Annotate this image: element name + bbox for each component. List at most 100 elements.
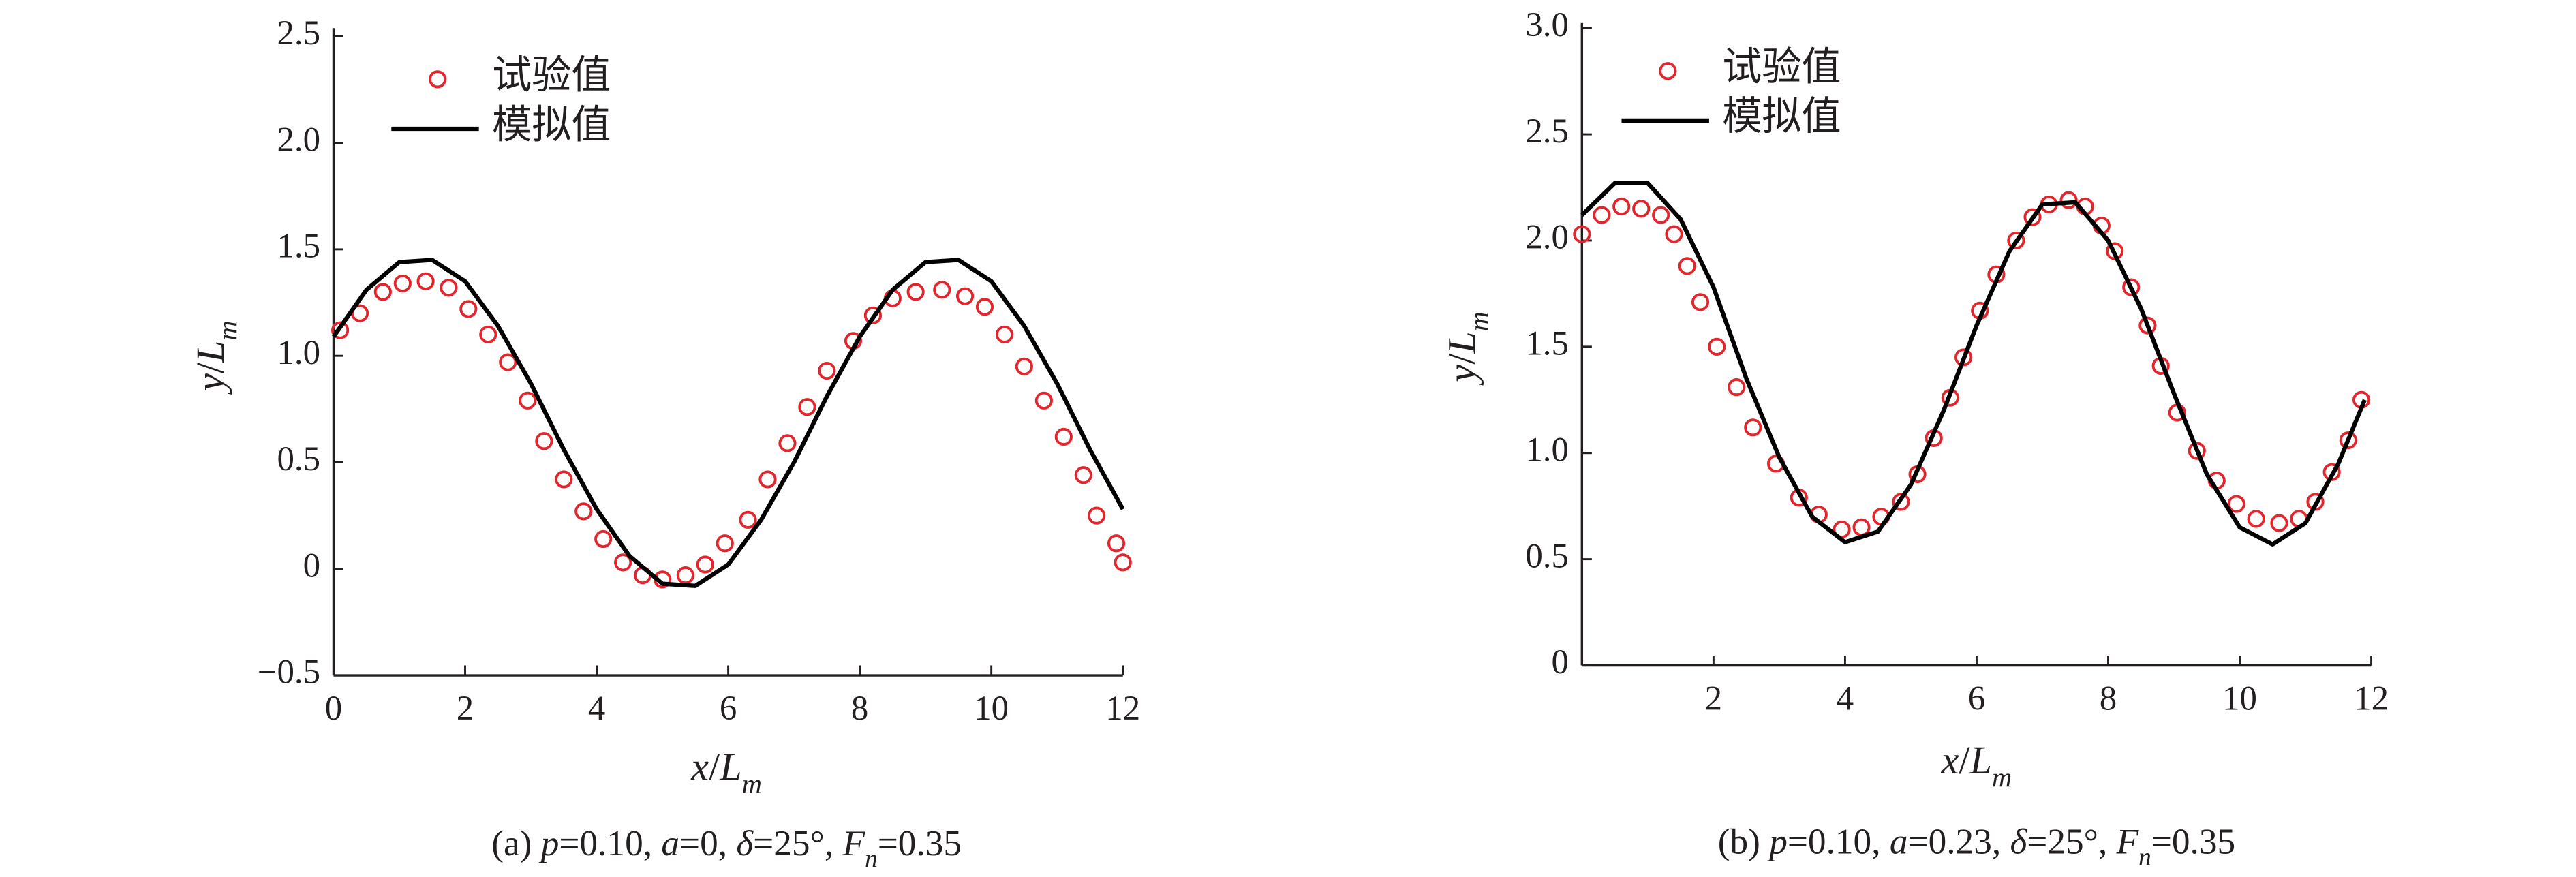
test-point [1054, 427, 1073, 446]
caption-part: n [865, 845, 878, 873]
x-axis-label-part: / [709, 745, 720, 789]
test-point [818, 361, 836, 380]
test-point [1593, 206, 1611, 224]
test-point [1744, 418, 1762, 437]
test-point [1708, 337, 1726, 356]
y-tick-label: 1.0 [1525, 431, 1569, 469]
y-axis-label-part: L [188, 341, 232, 363]
legend-marker [1659, 62, 1677, 80]
x-axis-label-part: m [742, 768, 762, 799]
test-point [2007, 231, 2025, 250]
test-point [555, 470, 573, 489]
test-point [1612, 197, 1631, 216]
test-point [614, 553, 632, 572]
test-point [1852, 518, 1871, 536]
test-point [2227, 495, 2245, 513]
test-point [676, 566, 694, 585]
caption-part: F [2116, 822, 2139, 862]
caption-part: =0, [679, 823, 736, 863]
y-axis-label-part: m [1464, 311, 1494, 331]
y-tick-label: 1.0 [277, 334, 320, 372]
caption-part: δ [736, 823, 754, 863]
caption: (a) p=0.10, a=0, δ=25°, Fn=0.35 [491, 823, 962, 873]
caption-part: p [1766, 822, 1788, 862]
y-tick-label: 0.5 [1525, 537, 1569, 575]
test-point [696, 555, 714, 574]
test-point [1678, 257, 1696, 275]
caption-part: (a) [491, 823, 540, 863]
chart: 00.51.01.52.02.53.02 4 6 8 10 12试验值模拟值x/Lmy/L… [1440, 6, 2389, 872]
caption-part: n [2138, 844, 2151, 872]
y-axis-label-part: / [188, 362, 232, 373]
test-point [798, 398, 816, 416]
chart: −0.500.51.01.52.02.50 2 4 6 8 10 12试验值模拟值x/Lmy… [188, 14, 1140, 873]
x-tick-label: 4 [588, 690, 605, 728]
figure-content: −0.500.51.01.52.02.50 2 4 6 8 10 12试验值模拟值x/Lmy… [188, 6, 2389, 873]
caption-part: =0.23, [1908, 822, 2010, 862]
test-point [1728, 378, 1746, 397]
x-axis-label-part: x [1941, 738, 1959, 782]
test-point [416, 272, 435, 290]
caption-part: (b) [1718, 822, 1769, 862]
test-point [778, 434, 797, 452]
test-point [594, 529, 613, 549]
test-point [1107, 534, 1126, 553]
test-point [1573, 225, 1591, 243]
caption-part: =0.35 [878, 823, 962, 863]
test-point [739, 510, 757, 529]
caption-part: =0.35 [2151, 822, 2235, 862]
test-point [499, 353, 517, 371]
test-point [479, 325, 497, 344]
test-point [459, 300, 478, 318]
caption-part: =0.10, [559, 823, 661, 863]
test-point [863, 306, 883, 324]
legend-label: 试验值 [492, 53, 611, 97]
test-point [331, 321, 350, 339]
x-axis-label-part: x [690, 745, 709, 789]
y-tick-label: 0 [303, 547, 320, 585]
test-point [574, 502, 593, 521]
test-point [1088, 506, 1106, 525]
caption-part: p [538, 823, 559, 863]
y-axis-label-part: L [1440, 331, 1484, 354]
legend-marker [429, 70, 447, 89]
y-tick-label: 2.5 [277, 14, 320, 52]
caption-part: a [1890, 822, 1908, 862]
y-tick-label: 1.5 [277, 228, 320, 266]
test-point [440, 279, 458, 297]
y-tick-label: 0.5 [277, 440, 320, 478]
y-axis-label: y/Lm [188, 320, 243, 395]
x-tick-label: 4 [1837, 679, 1854, 718]
test-point [2023, 208, 2042, 226]
test-point [1015, 357, 1034, 375]
caption-part: a [661, 823, 679, 863]
x-axis-label-part: m [1992, 762, 2012, 793]
test-point [1632, 200, 1651, 218]
x-tick-label: 8 [2100, 679, 2117, 718]
y-axis-label-part: m [212, 320, 243, 340]
caption-part: =25°, [753, 823, 842, 863]
test-point [933, 281, 951, 299]
y-axis-label-part: y [1440, 365, 1484, 386]
test-point [1665, 225, 1683, 243]
test-point [2138, 316, 2157, 335]
y-axis-label-part: y [188, 373, 232, 395]
caption-part: δ [2010, 822, 2028, 862]
test-point [2247, 510, 2265, 528]
test-point [2059, 191, 2078, 209]
x-tick-label: 2 [1705, 679, 1722, 718]
test-point [373, 283, 392, 301]
x-axis-label-part: L [719, 745, 741, 789]
x-axis-label: x/Lm [1941, 738, 2012, 793]
x-axis-label-part: L [1969, 738, 1992, 782]
test-point [1034, 391, 1053, 410]
test-point [1652, 206, 1670, 224]
test-point [1114, 553, 1132, 572]
caption: (b) p=0.10, a=0.23, δ=25°, Fn=0.35 [1718, 822, 2235, 872]
y-tick-label: 0 [1552, 643, 1569, 681]
x-tick-label: 6 [720, 690, 737, 728]
test-point [1074, 466, 1092, 484]
caption-part: =0.10, [1788, 822, 1890, 862]
test-point [716, 534, 734, 553]
